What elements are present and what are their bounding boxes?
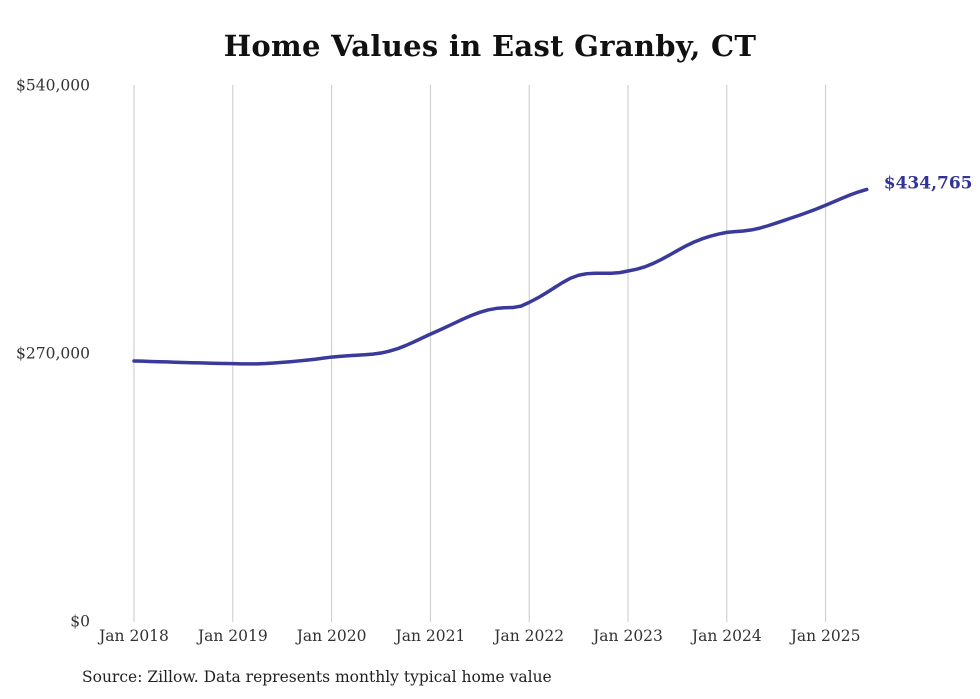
x-tick-label: Jan 2023: [591, 627, 663, 645]
x-tick-label: Jan 2025: [789, 627, 861, 645]
value-line: [132, 187, 869, 366]
end-value-label: $434,765: [884, 173, 973, 193]
y-tick-label: $540,000: [16, 77, 90, 95]
x-tick-label: Jan 2020: [295, 627, 367, 645]
chart-title: Home Values in East Granby, CT: [223, 29, 757, 63]
x-tick-label: Jan 2018: [97, 627, 169, 645]
y-tick-label: $0: [70, 613, 90, 631]
x-tick-label: Jan 2024: [690, 627, 762, 645]
y-tick-label: $270,000: [16, 345, 90, 363]
source-note: Source: Zillow. Data represents monthly …: [82, 668, 552, 686]
x-tick-label: Jan 2021: [393, 627, 465, 645]
x-tick-label: Jan 2019: [196, 627, 268, 645]
x-tick-label: Jan 2022: [492, 627, 564, 645]
